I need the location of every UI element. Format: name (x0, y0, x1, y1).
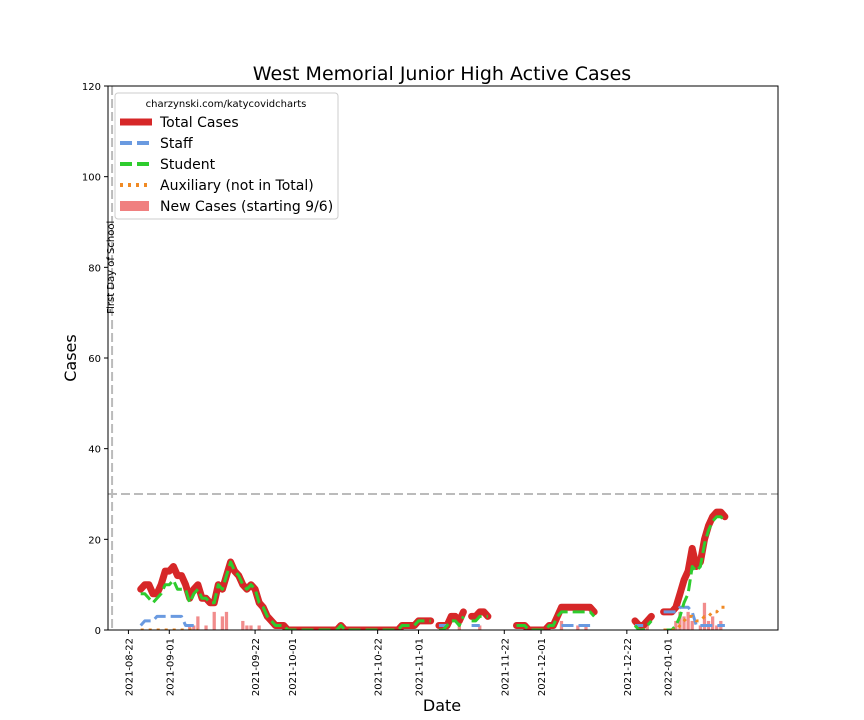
new-cases-bar (212, 611, 216, 630)
new-cases-bar (224, 611, 229, 630)
new-cases-bar (698, 625, 703, 630)
x-tick-label: 2021-11-22 (500, 638, 511, 696)
x-tick-label: 2021-12-01 (537, 638, 548, 696)
x-tick-label: 2021-10-01 (288, 638, 299, 696)
x-tick-label: 2021-09-22 (251, 638, 262, 696)
series-line-total-cases (468, 608, 492, 620)
plot-area: First Day of School (106, 86, 778, 630)
x-tick-label: 2022-01-01 (664, 638, 675, 696)
new-cases-bar (584, 625, 588, 630)
new-cases-bar (478, 625, 482, 630)
new-cases-bar (559, 620, 564, 630)
y-axis-label: Cases (61, 334, 80, 382)
new-cases-bar (674, 620, 678, 630)
new-cases-bar (645, 625, 649, 630)
first-day-label: First Day of School (106, 221, 117, 314)
new-cases-bar (196, 616, 200, 630)
y-tick-label: 40 (88, 445, 101, 456)
legend-label-auxiliary-not-in-total: Auxiliary (not in Total) (160, 178, 314, 194)
y-tick-label: 20 (88, 535, 101, 546)
axes: 0 20 40 60 80 100 120 2021-08-22 2021-09-01 2021-… (82, 82, 779, 696)
legend-title: charzynski.com/katycovidcharts (146, 99, 307, 110)
legend: charzynski.com/katycovidcharts Total Case… (114, 92, 339, 220)
legend-swatch-new-cases-starting-9-6 (120, 201, 149, 211)
series-line-total-cases (660, 508, 729, 616)
new-cases-bar (715, 625, 719, 630)
series-line-staff (139, 614, 198, 627)
x-axis-label: Date (423, 696, 461, 715)
plot-content (108, 86, 778, 630)
y-tick-label: 60 (88, 354, 101, 365)
x-tick-label: 2021-08-22 (124, 638, 135, 696)
x-tick-label: 2021-09-01 (165, 638, 176, 696)
legend-label-total-cases: Total Cases (159, 115, 239, 131)
series-line-student (663, 515, 727, 630)
new-cases-bar (188, 625, 192, 630)
x-tick-label: 2021-12-22 (623, 638, 634, 696)
y-tick-label: 80 (88, 263, 101, 274)
series-line-student (140, 560, 431, 630)
legend-label-new-cases-starting-9-6: New Cases (starting 9/6) (160, 199, 333, 215)
new-cases-bar (257, 625, 261, 630)
series-line-student (471, 614, 488, 623)
new-cases-bar (457, 625, 461, 630)
new-cases-bar (682, 616, 686, 630)
y-tick-label: 0 (95, 626, 101, 637)
new-cases-bar (711, 616, 715, 630)
new-cases-bar (220, 616, 225, 630)
y-tick-label: 100 (82, 173, 101, 184)
new-cases-bar (690, 620, 694, 630)
new-cases-bar (241, 620, 245, 630)
new-cases-bar (576, 625, 580, 630)
y-tick-label: 120 (82, 82, 101, 93)
new-cases-bar (678, 611, 682, 630)
legend-box (114, 92, 339, 220)
x-tick-label: 2021-11-01 (414, 638, 425, 696)
x-tick-label: 2021-10-22 (374, 638, 385, 696)
new-cases-bar (204, 625, 208, 630)
new-cases-bar (192, 625, 196, 630)
series-line-student (516, 610, 596, 630)
series-line-staff (663, 605, 725, 627)
new-cases-bar (686, 611, 690, 630)
legend-label-staff: Staff (160, 136, 193, 152)
chart-title: West Memorial Junior High Active Cases (253, 63, 631, 85)
new-cases-bar (249, 625, 253, 630)
series-line-student (438, 615, 465, 630)
series-line-student (633, 619, 653, 630)
legend-label-student: Student (160, 157, 216, 173)
new-cases-bar (245, 625, 249, 630)
